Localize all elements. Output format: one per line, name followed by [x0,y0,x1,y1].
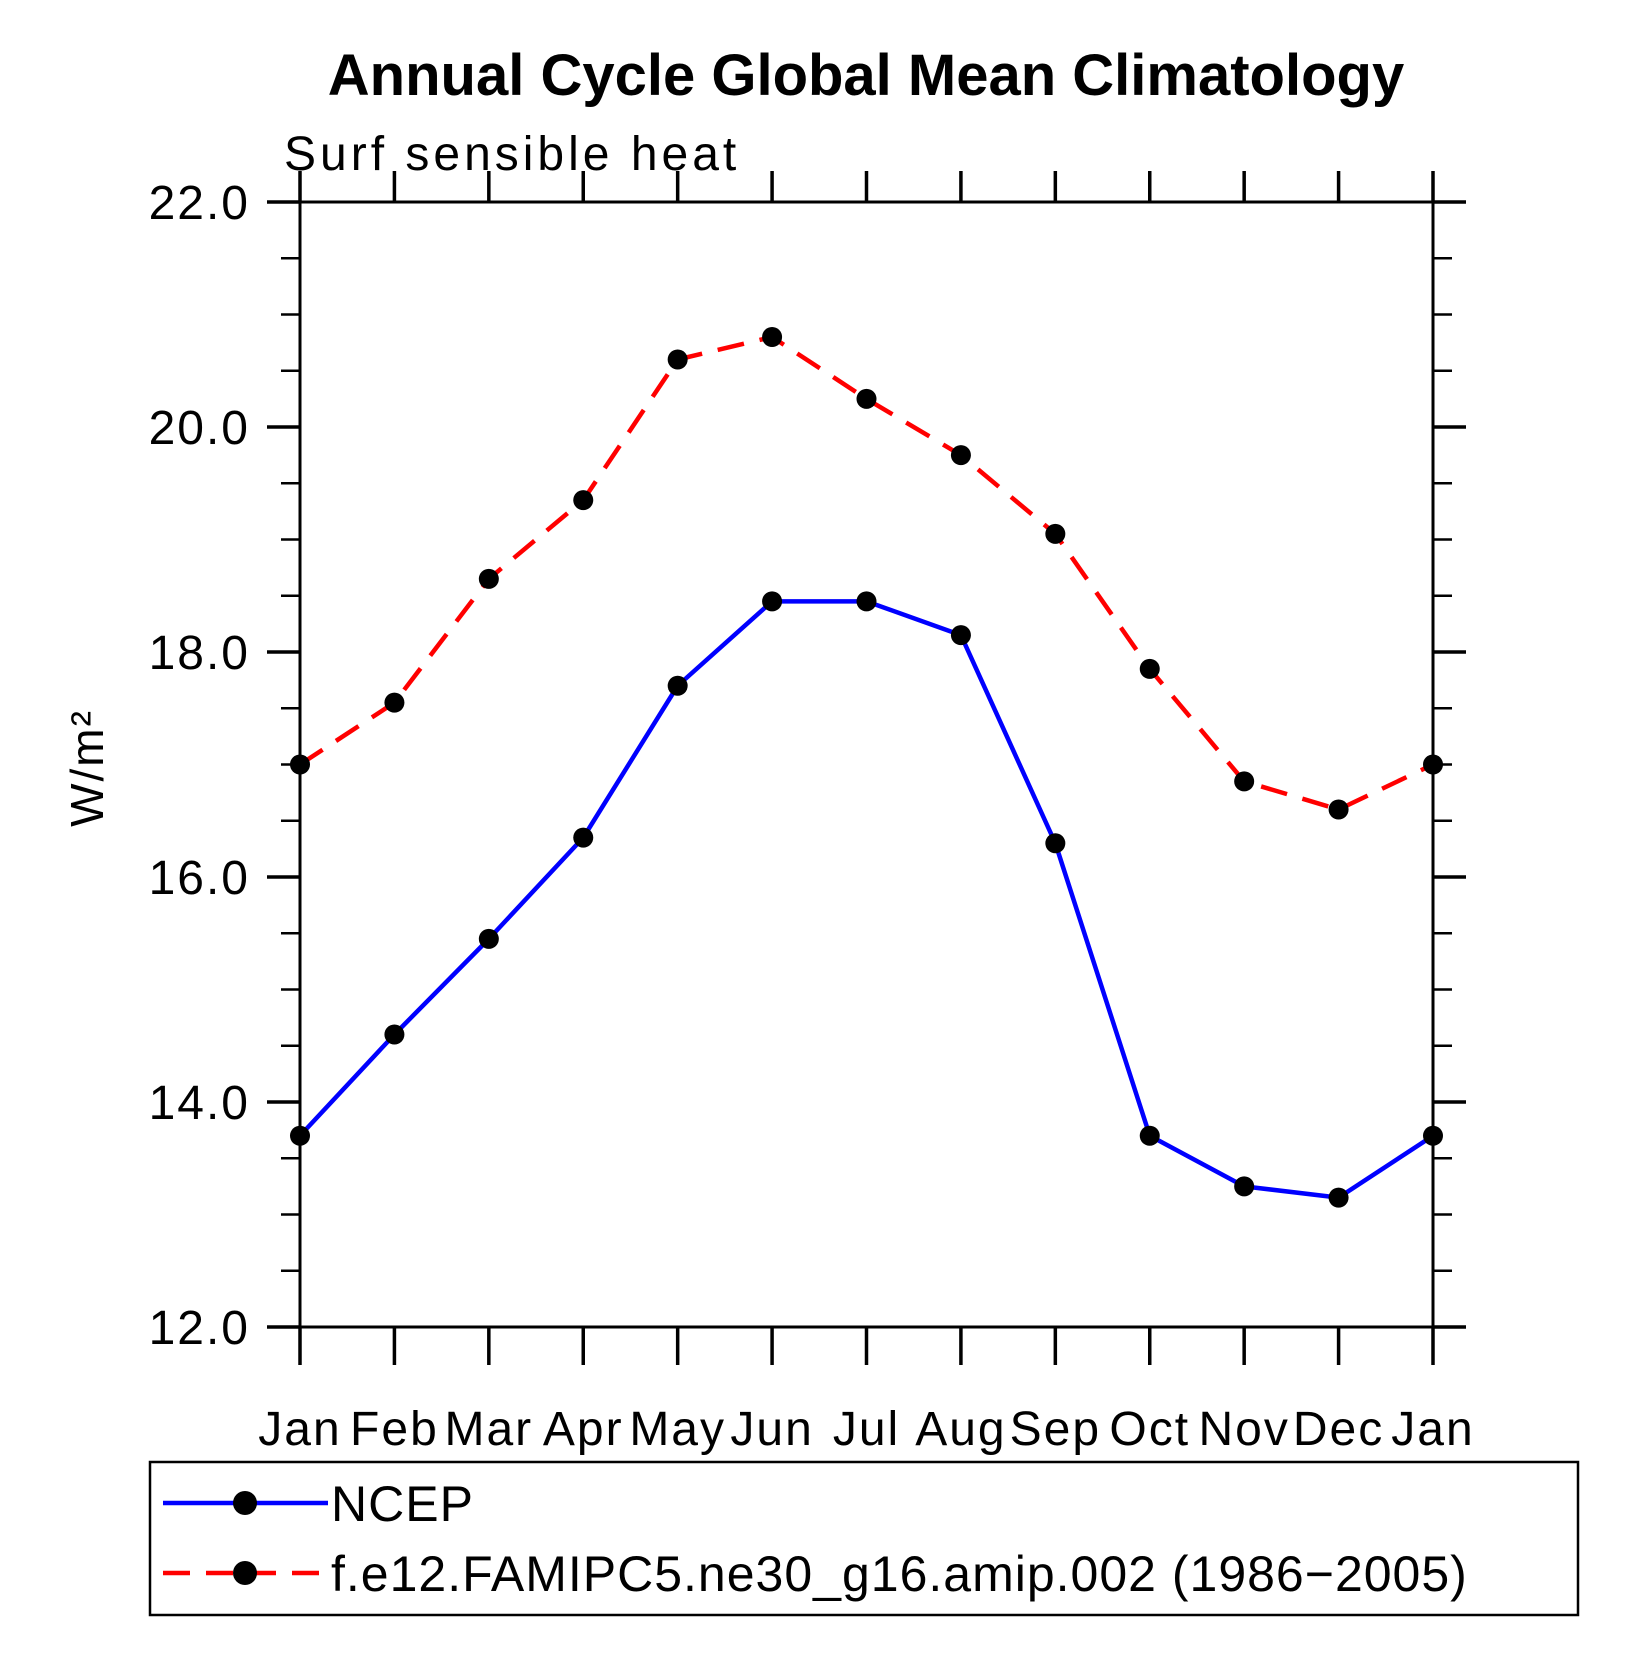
ncep-point-jan-0 [290,1125,310,1146]
x-tick-label: Jun [730,1403,813,1456]
ncep-point-nov-10 [1234,1176,1255,1197]
model-point-aug-7 [950,445,971,466]
model-point-mar-2 [478,568,499,589]
model-point-jan-0 [290,754,310,775]
x-tick-label: Dec [1293,1403,1384,1456]
model-point-may-4 [667,349,688,370]
ncep-point-aug-7 [950,625,971,646]
model-point-feb-1 [384,692,405,713]
ncep-point-apr-3 [573,827,594,848]
y-axis-label: W/m² [61,709,113,827]
ncep-point-sep-8 [1045,833,1066,854]
legend-label-model: f.e12.FAMIPC5.ne30_g16.amip.002 (1986−20… [331,1546,1468,1602]
x-tick-label: Nov [1198,1403,1289,1456]
ncep-point-may-4 [667,675,688,696]
series [290,327,1443,1208]
model-point-jun-5 [762,327,783,347]
model-point-oct-9 [1139,658,1160,679]
model-point-jul-6 [856,388,877,409]
x-tick-label: Apr [543,1403,624,1456]
ncep-point-dec-11 [1328,1187,1349,1208]
model-point-dec-11 [1328,799,1349,820]
ncep-point-oct-9 [1139,1125,1160,1146]
legend-label-ncep: NCEP [331,1476,474,1532]
model-point-sep-8 [1045,523,1066,544]
x-tick-label: Sep [1010,1403,1101,1456]
chart-subtitle: Surf sensible heat [284,128,740,181]
y-tick-label: 20.0 [149,402,250,455]
x-tick-label: Mar [444,1403,533,1456]
y-tick-label: 18.0 [149,627,250,680]
ncep-point-jun-5 [762,591,783,612]
model-point-jan-12 [1423,754,1443,775]
model-point-nov-10 [1234,771,1255,792]
x-tick-label: Oct [1109,1403,1190,1456]
ncep-point-feb-1 [384,1024,405,1045]
x-tick-label: Feb [350,1403,439,1456]
y-tick-label: 16.0 [149,852,250,905]
x-tick-label: May [629,1403,726,1456]
x-tick-label: Jul [833,1403,900,1456]
chart-title: Annual Cycle Global Mean Climatology [328,43,1404,108]
y-tick-label: 14.0 [149,1077,250,1130]
legend-box [148,1460,1580,1617]
x-tick-label: Jan [1391,1403,1474,1456]
y-tick-label: 12.0 [149,1302,250,1355]
legend-marker-ncep-icon [233,1491,257,1515]
x-tick-label: Aug [915,1403,1006,1456]
ncep-point-jan-12 [1423,1125,1443,1146]
x-tick-label: Jan [258,1403,341,1456]
ncep-point-mar-2 [478,928,499,949]
legend: NCEP f.e12.FAMIPC5.ne30_g16.amip.002 (19… [148,1460,1580,1617]
legend-marker-model-icon [233,1561,257,1585]
model-point-apr-3 [573,490,594,511]
ncep-point-jul-6 [856,591,877,612]
y-tick-label: 22.0 [149,177,250,230]
